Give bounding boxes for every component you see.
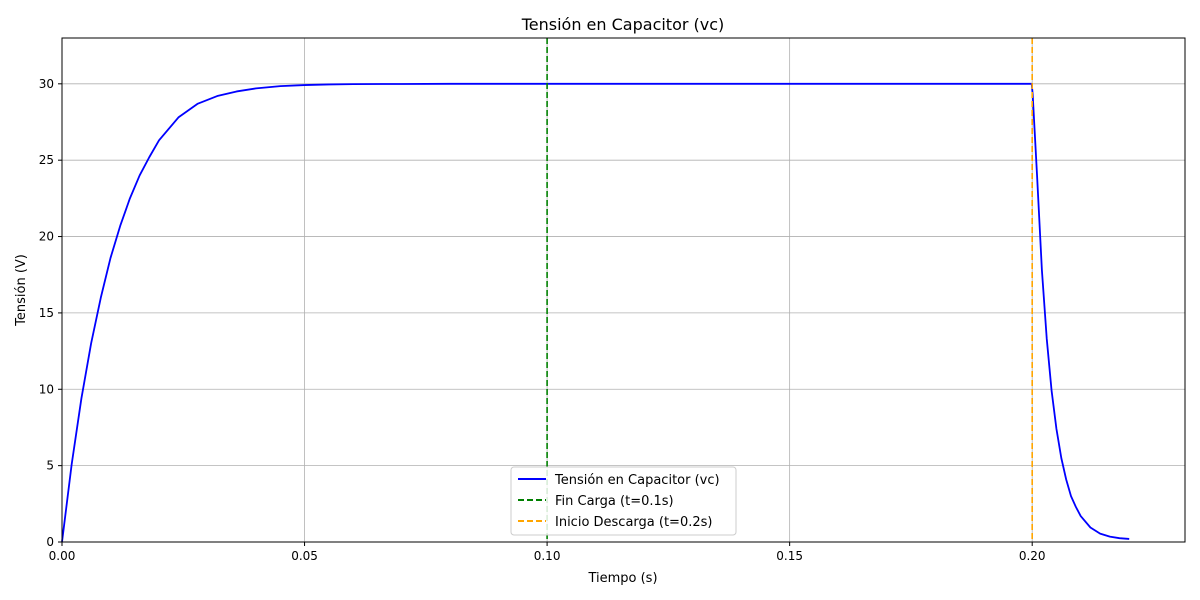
x-tick-label-1: 0.05 [291,549,318,563]
series-line-0 [61,82,1130,543]
x-axis-label: Tiempo (s) [587,571,657,586]
legend: Tensión en Capacitor (vc) Fin Carga (t=0… [510,466,737,536]
plot-area [61,38,1130,543]
legend-label-vc: Tensión en Capacitor (vc) [554,473,720,488]
x-tick-label-2: 0.10 [534,549,561,563]
y-tick-label-3: 15 [39,306,54,320]
legend-label-fin-carga: Fin Carga (t=0.1s) [555,494,674,509]
y-tick-label-4: 20 [39,230,54,244]
legend-label-inicio-descarga: Inicio Descarga (t=0.2s) [555,515,712,530]
y-tick-label-6: 30 [39,77,54,91]
y-tick-label-2: 10 [39,382,54,396]
y-tick-label-5: 25 [39,153,54,167]
y-axis-label: Tensión (V) [14,254,29,327]
x-tick-label-4: 0.20 [1019,549,1046,563]
x-tick-label-0: 0.00 [49,549,76,563]
x-tick-label-3: 0.15 [776,549,803,563]
y-tick-label-0: 0 [46,535,54,549]
legend-box [510,466,737,536]
plot-frame [61,37,1186,543]
y-tick-label-1: 5 [46,459,54,473]
chart-title: Tensión en Capacitor (vc) [521,15,725,34]
axis-ticks: 0.00 0.05 0.10 0.15 0.20 0 5 10 15 20 25 30 [39,77,1046,563]
